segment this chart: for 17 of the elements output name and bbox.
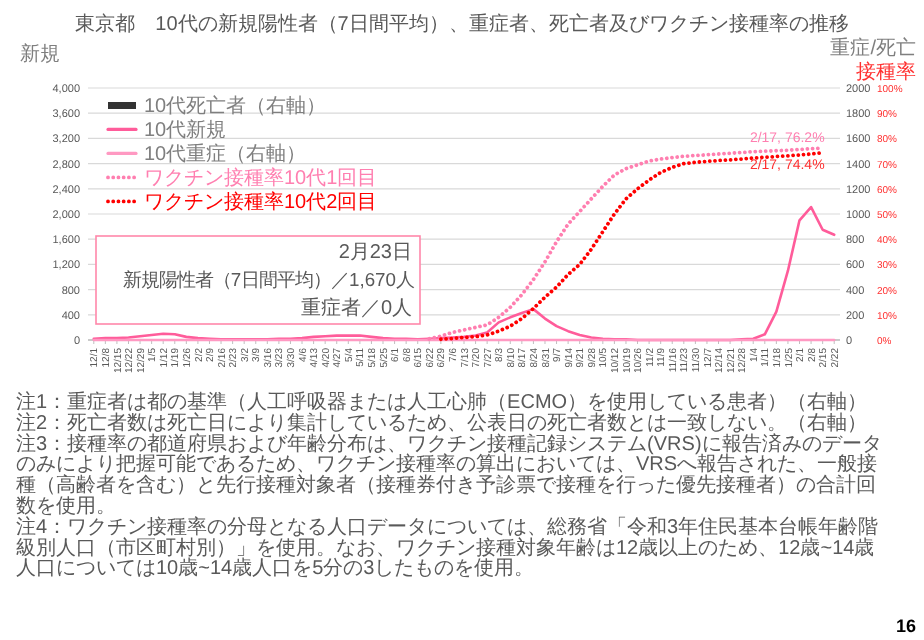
annotation: 重症者／0人 [300, 296, 412, 320]
y-axis-title: 新規 [20, 42, 60, 66]
text: 注1：重症者は都の基準（人工呼吸器または人工心肺（ECMO）を使用している患者）（右軸） [16, 390, 868, 414]
text: 注3：接種率の都道府県および年齢分布は、ワクチン接種記録システム(VRS)に報告済みのデータのみにより把握可能であるため、ワクチン接種率の算出においては、VRSへ報告された、一般接種（高齢者を含む）と先行接種対象者（接種券付き予診票で接種を行った優先接種者）の合計回数を使用。 [16, 431, 882, 518]
annotation: 2月23日 [338, 242, 412, 264]
legend-label: ワクチン接種率10代2回目 [144, 190, 378, 214]
legend-label: 10代重症（右軸） [144, 142, 307, 166]
legend-label: 10代死亡者（右軸） [144, 94, 327, 118]
text: 注2：死亡者数は死亡日により集計しているため、公表日の死亡者数とは一致しない。（右軸） [16, 410, 868, 435]
annotation: 新規陽性者（7日間平均）／1,670人 [122, 268, 414, 290]
y2-axis-title: 重症/死亡 [830, 36, 916, 60]
legend-label: ワクチン接種率10代1回目 [144, 166, 378, 190]
text: 注4：ワクチン接種率の分母となる人口データについては、総務省「令和3年住民基本台帳年齢階級別人口（市区町村別）」を使用。なお、ワクチン接種対象年齢は12歳以上のため、12歳~14歳人口については10歳~14歳人口を5分の3したものを使用。 [16, 514, 879, 581]
chart-title: 東京都 10代の新規陽性者（7日間平均）、重症者、死亡者及びワクチン接種率の推移 [75, 12, 849, 36]
y3-axis-title: 接種率 [856, 60, 916, 84]
text: 16 [895, 616, 916, 636]
legend-label: 10代新規 [144, 118, 227, 142]
